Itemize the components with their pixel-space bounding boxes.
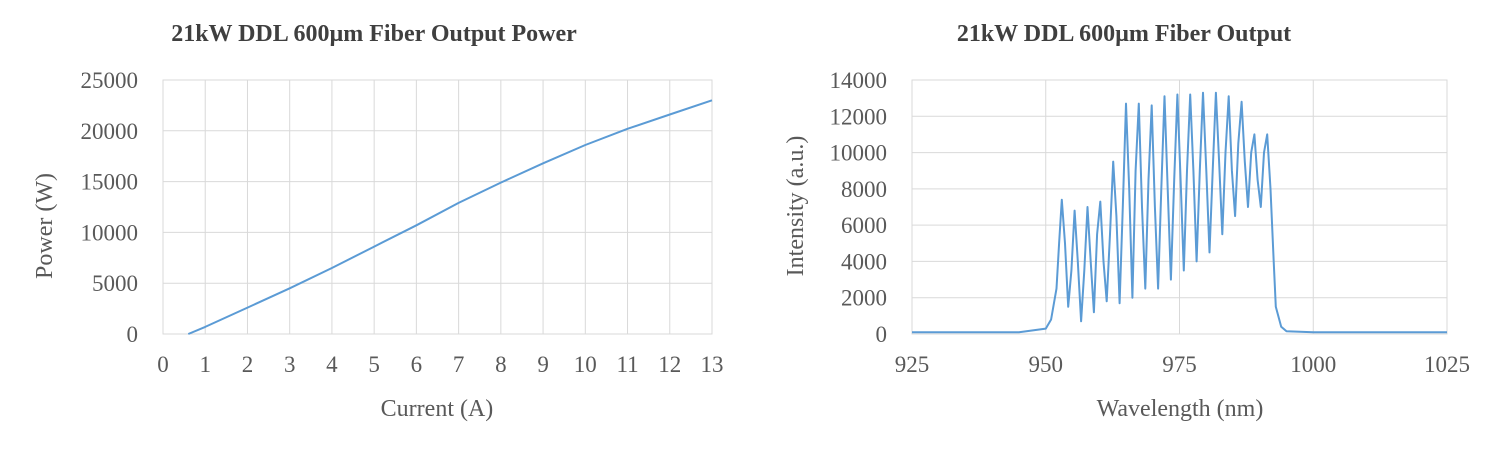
power-chart-x-tick-label: 8 — [495, 352, 507, 377]
spectrum-chart-x-tick-label: 925 — [895, 352, 930, 377]
spectrum-chart-x-tick-label: 950 — [1029, 352, 1064, 377]
power-chart-x-tick-label: 13 — [701, 352, 724, 377]
power-chart-x-tick-label: 11 — [616, 352, 638, 377]
power-chart-plot-area — [162, 79, 713, 335]
spectrum-chart-y-tick-label: 2000 — [841, 286, 887, 311]
power-chart-x-axis-label: Current (A) — [381, 396, 494, 422]
spectrum-chart-y-axis-label: Intensity (a.u.) — [783, 136, 809, 277]
power-chart-grid — [162, 79, 713, 335]
power-chart-series — [187, 99, 713, 335]
power-chart-ticks: 0 1 2 3 4 5 6 7 8 9 10 11 12 130500010000150002000025… — [81, 68, 724, 377]
power-chart-x-tick-label: 7 — [453, 352, 465, 377]
power-chart-x-tick-label: 4 — [326, 352, 338, 377]
spectrum-chart-title: 21kW DDL 600µm Fiber Output — [957, 21, 1291, 47]
spectrum-chart-series-line — [912, 91, 1447, 334]
spectrum-chart-y-tick-label: 8000 — [841, 177, 887, 202]
spectrum-chart-y-tick-label: 12000 — [830, 104, 888, 129]
power-chart-x-tick-label: 9 — [537, 352, 549, 377]
power-chart-y-tick-label: 15000 — [81, 170, 139, 195]
power-chart-series-line — [187, 99, 713, 335]
power-chart-x-tick-label: 6 — [411, 352, 423, 377]
power-chart-title: 21kW DDL 600µm Fiber Output Power — [171, 21, 577, 47]
power-chart-x-tick-label: 3 — [284, 352, 296, 377]
spectrum-chart-y-tick-label: 4000 — [841, 249, 887, 274]
spectrum-chart-ticks: 925 950 975 1000 1025 0 2000 4000 6000 8000 10000 1… — [830, 68, 1471, 377]
spectrum-chart-x-tick-label: 1000 — [1290, 352, 1336, 377]
power-chart-y-tick-label: 20000 — [81, 119, 139, 144]
power-chart-y-tick-label: 0 — [127, 322, 139, 347]
power-chart-y-tick-label: 5000 — [92, 271, 138, 296]
spectrum-chart-y-tick-label: 6000 — [841, 213, 887, 238]
power-chart-x-tick-label: 10 — [574, 352, 597, 377]
power-chart-y-tick-label: 10000 — [81, 220, 139, 245]
spectrum-chart-y-tick-label: 10000 — [830, 141, 888, 166]
power-chart-x-tick-label: 12 — [658, 352, 681, 377]
spectrum-chart-y-tick-label: 0 — [876, 322, 888, 347]
spectrum-chart-grid — [911, 79, 1448, 335]
power-chart-x-tick-label: 0 — [157, 352, 169, 377]
spectrum-chart-series — [912, 91, 1447, 334]
power-chart-y-axis-label: Power (W) — [32, 173, 58, 279]
spectrum-chart-x-axis-label: Wavelength (nm) — [1097, 396, 1264, 422]
spectrum-chart-y-tick-label: 14000 — [830, 68, 888, 93]
power-chart-y-tick-label: 25000 — [81, 68, 139, 93]
spectrum-chart: 21kW DDL 600µm Fiber Output 925 950 975 100… — [783, 21, 1470, 422]
power-chart-x-tick-label: 2 — [242, 352, 254, 377]
spectrum-chart-x-tick-label: 975 — [1162, 352, 1197, 377]
power-chart-x-tick-label: 1 — [199, 352, 211, 377]
spectrum-chart-x-tick-label: 1025 — [1424, 352, 1470, 377]
power-chart-x-tick-label: 5 — [368, 352, 380, 377]
